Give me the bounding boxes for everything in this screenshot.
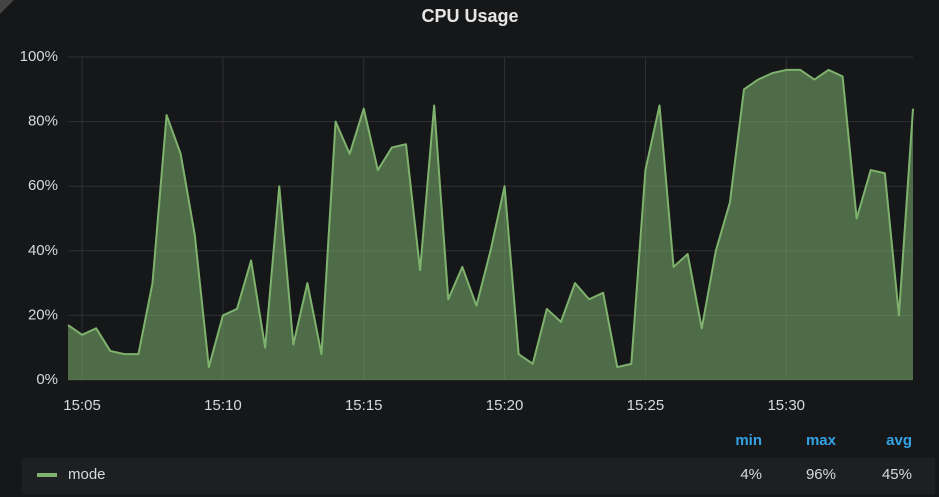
y-tick-label: 20% (28, 306, 58, 323)
legend-row (22, 458, 935, 494)
y-tick-label: 100% (20, 48, 58, 65)
x-tick-label: 15:30 (767, 397, 805, 414)
y-tick-label: 60% (28, 177, 58, 194)
x-tick-label: 15:20 (486, 397, 524, 414)
legend-label: mode (68, 466, 106, 483)
legend-stat: 45% (882, 466, 912, 483)
legend-stat: 4% (740, 466, 762, 483)
line (67, 68, 914, 369)
x-tick-label: 15:15 (345, 397, 383, 414)
chart-title: CPU Usage (421, 6, 518, 26)
x-tick-label: 15:10 (204, 397, 242, 414)
area-fill (68, 69, 913, 381)
legend-header: min (735, 432, 762, 449)
legend-header: max (806, 432, 837, 449)
info-corner (0, 0, 14, 14)
legend-stat: 96% (806, 466, 836, 483)
y-tick-label: 0% (36, 371, 58, 388)
x-tick-label: 15:05 (63, 397, 101, 414)
x-tick-label: 15:25 (627, 397, 665, 414)
y-tick-label: 80% (28, 113, 58, 130)
y-tick-label: 40% (28, 242, 58, 259)
legend-header: avg (886, 432, 912, 449)
